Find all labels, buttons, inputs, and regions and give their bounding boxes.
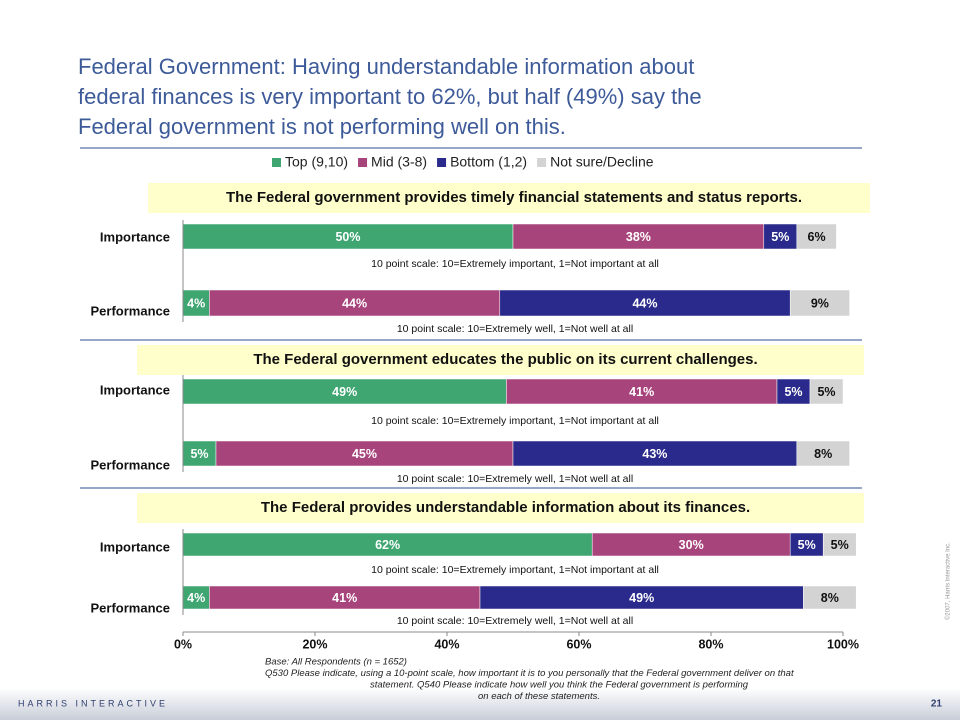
panel-header-box <box>137 345 864 375</box>
bar-segment <box>512 223 765 250</box>
bar-segment <box>822 532 857 557</box>
bar-value-label: 5% <box>190 447 208 461</box>
bar-segment <box>803 585 857 610</box>
legend-swatch <box>358 158 368 167</box>
category-label: Performance <box>91 600 170 615</box>
x-tick-label: 100% <box>827 637 859 651</box>
bar-value-label: 41% <box>629 385 654 399</box>
panel-title: The Federal government educates the publ… <box>253 351 757 368</box>
copyright: ©2007, Harris Interactive Inc. <box>945 542 952 620</box>
category-label: Performance <box>91 457 170 472</box>
legend-label: Bottom (1,2) <box>450 154 527 170</box>
legend-label: Not sure/Decline <box>550 154 654 170</box>
bar-value-label: 41% <box>332 591 357 605</box>
bar-value-label: 45% <box>352 447 377 461</box>
bar-value-label: 44% <box>342 296 367 310</box>
category-label: Performance <box>91 303 170 318</box>
legend-swatch <box>272 158 281 167</box>
category-label: Importance <box>100 382 170 397</box>
bar-segment <box>215 440 514 467</box>
slide-title: Federal government is not performing wel… <box>78 114 566 139</box>
x-tick-label: 0% <box>174 637 192 651</box>
bar-value-label: 9% <box>811 296 829 310</box>
bar-value-label: 49% <box>629 591 654 605</box>
page-number: 21 <box>931 699 943 710</box>
bar-value-label: 44% <box>632 296 657 310</box>
bar-value-label: 8% <box>821 591 839 605</box>
panel-header-box <box>137 493 864 523</box>
bar-value-label: 38% <box>626 230 651 244</box>
bar-value-label: 30% <box>679 538 704 552</box>
x-tick-label: 60% <box>566 637 591 651</box>
bar-value-label: 5% <box>831 538 849 552</box>
slide-title: federal finances is very important to 62… <box>78 84 702 109</box>
scale-note: 10 point scale: 10=Extremely important, … <box>371 258 659 270</box>
base-note: Q530 Please indicate, using a 10-point s… <box>265 668 794 679</box>
scale-note: 10 point scale: 10=Extremely important, … <box>371 415 659 427</box>
base-note: on each of these statements. <box>478 691 600 702</box>
bar-segment <box>499 289 791 317</box>
legend-swatch <box>537 158 547 167</box>
base-note: statement. Q540 Please indicate how well… <box>370 680 749 691</box>
bar-value-label: 6% <box>808 230 826 244</box>
footer-brand: HARRIS INTERACTIVE <box>18 698 168 708</box>
x-tick-label: 40% <box>434 637 459 651</box>
bar-value-label: 49% <box>332 385 357 399</box>
bar-segment <box>776 378 811 405</box>
bar-segment <box>182 378 507 405</box>
scale-note: 10 point scale: 10=Extremely well, 1=Not… <box>397 473 633 485</box>
bar-value-label: 43% <box>642 447 667 461</box>
legend-label: Top (9,10) <box>285 154 348 170</box>
category-label: Importance <box>100 539 170 554</box>
scale-note: 10 point scale: 10=Extremely important, … <box>371 564 659 576</box>
category-label: Importance <box>100 229 170 244</box>
bar-segment <box>512 440 798 467</box>
base-note: Base: All Respondents (n = 1652) <box>265 657 407 668</box>
bar-segment <box>789 289 850 317</box>
bar-value-label: 8% <box>814 447 832 461</box>
scale-note: 10 point scale: 10=Extremely well, 1=Not… <box>397 323 633 335</box>
legend-label: Mid (3-8) <box>371 154 427 170</box>
panel-title: The Federal provides understandable info… <box>261 499 750 516</box>
x-tick-label: 80% <box>698 637 723 651</box>
legend-swatch <box>437 158 447 167</box>
bar-value-label: 4% <box>187 591 205 605</box>
panel-header-box <box>148 183 870 213</box>
bar-segment <box>209 289 501 317</box>
bar-value-label: 62% <box>375 538 400 552</box>
bar-value-label: 50% <box>335 230 360 244</box>
bar-value-label: 5% <box>798 538 816 552</box>
bar-segment <box>809 378 844 405</box>
x-tick-label: 20% <box>302 637 327 651</box>
bar-segment <box>796 223 837 250</box>
panel-title: The Federal government provides timely f… <box>226 189 802 206</box>
bar-segment <box>796 440 850 467</box>
footer-band <box>0 688 960 720</box>
bar-value-label: 5% <box>771 230 789 244</box>
bar-value-label: 5% <box>784 385 802 399</box>
bar-value-label: 5% <box>817 385 835 399</box>
slide-title: Federal Government: Having understandabl… <box>78 54 694 79</box>
bar-segment <box>506 378 778 405</box>
bar-value-label: 4% <box>187 296 205 310</box>
scale-note: 10 point scale: 10=Extremely well, 1=Not… <box>397 615 633 627</box>
